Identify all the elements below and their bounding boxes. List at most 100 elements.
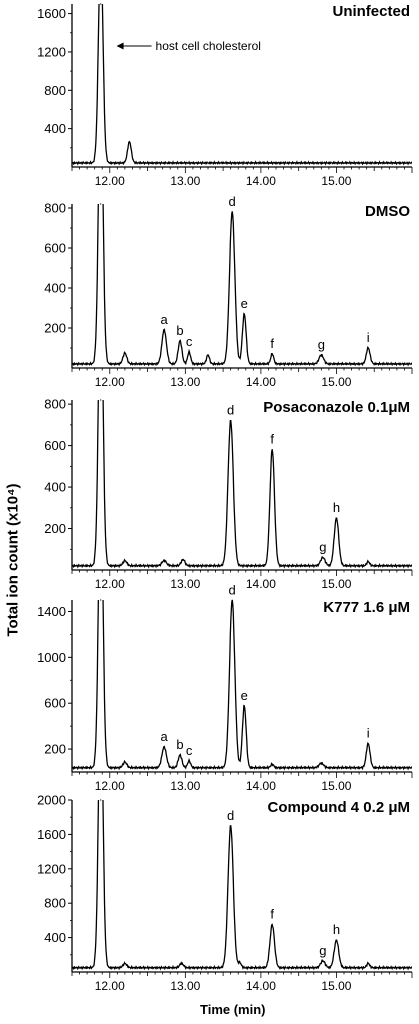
x-tick-label: 14.00 xyxy=(246,375,276,389)
y-tick-label: 800 xyxy=(44,83,66,98)
panel-title: Posaconazole 0.1μM xyxy=(263,399,410,416)
peak-label-d: d xyxy=(229,582,236,597)
x-tick-label: 13.00 xyxy=(170,577,200,591)
peak-label-b: b xyxy=(176,737,183,752)
peak-apex xyxy=(243,313,245,315)
annotation-text: host cell cholesterol xyxy=(156,39,261,53)
peak-apex xyxy=(335,517,338,519)
peak-apex xyxy=(100,799,102,801)
y-tick-label: 400 xyxy=(44,281,66,296)
panel-title: K777 1.6 μM xyxy=(323,599,410,616)
peak-apex xyxy=(367,743,369,745)
peak-apex xyxy=(320,354,322,356)
y-tick-label: 800 xyxy=(44,201,66,216)
panel-title: Uninfected xyxy=(332,3,410,20)
peak-apex xyxy=(320,762,322,764)
peak-apex xyxy=(271,353,273,355)
chromatogram-trace xyxy=(72,4,412,166)
peak-apex xyxy=(243,705,245,707)
x-tick-label: 13.00 xyxy=(170,779,200,793)
y-tick-label: 2000 xyxy=(37,793,66,808)
peak-apex xyxy=(367,561,369,563)
peak-label-f: f xyxy=(270,432,274,447)
x-tick-label: 12.00 xyxy=(95,174,125,188)
peak-apex xyxy=(124,352,126,354)
y-tick-label: 200 xyxy=(44,742,66,757)
x-tick-label: 12.00 xyxy=(95,375,125,389)
peak-label-h: h xyxy=(333,500,340,515)
x-tick-label: 15.00 xyxy=(321,577,351,591)
x-tick-label: 15.00 xyxy=(321,174,351,188)
peak-apex xyxy=(271,924,273,926)
peak-label-b: b xyxy=(176,323,183,338)
chromatogram-trace xyxy=(72,204,412,367)
peak-apex xyxy=(100,399,102,401)
y-tick-label: 600 xyxy=(44,241,66,256)
y-tick-label: 400 xyxy=(44,121,66,136)
y-tick-label: 800 xyxy=(44,397,66,412)
annotation-arrow-head xyxy=(116,42,124,50)
x-tick-label: 13.00 xyxy=(170,174,200,188)
y-tick-label: 800 xyxy=(44,896,66,911)
peak-label-i: i xyxy=(367,726,370,741)
x-tick-label: 12.00 xyxy=(95,577,125,591)
peak-apex xyxy=(230,825,232,827)
y-tick-label: 600 xyxy=(44,696,66,711)
peak-apex xyxy=(124,559,126,562)
peak-label-a: a xyxy=(161,729,169,744)
peak-apex xyxy=(322,556,324,559)
peak-apex xyxy=(128,141,131,143)
peak-apex xyxy=(179,754,181,756)
peak-apex xyxy=(124,962,126,965)
panel-title: DMSO xyxy=(365,203,410,220)
peak-apex xyxy=(163,329,165,331)
peak-label-a: a xyxy=(161,312,169,327)
peak-label-g: g xyxy=(319,943,326,958)
peak-label-f: f xyxy=(270,336,274,351)
panel-5: 12.00 13.00 14.00 15.00 400 800 1200 1600 2000 d f… xyxy=(37,793,413,993)
peak-apex xyxy=(207,354,209,356)
y-tick-label: 200 xyxy=(44,321,66,336)
y-tick-label: 1200 xyxy=(37,861,66,876)
x-tick-label: 14.00 xyxy=(246,779,276,793)
peak-label-g: g xyxy=(319,539,326,554)
panel-3: 12.00 13.00 14.00 15.00 200 400 600 800 d f g h Posa… xyxy=(44,397,413,591)
peak-apex xyxy=(100,599,102,601)
peak-apex xyxy=(230,420,232,422)
peak-label-e: e xyxy=(241,688,248,703)
peak-apex xyxy=(271,763,273,765)
peak-label-i: i xyxy=(367,330,370,345)
x-tick-label: 14.00 xyxy=(246,979,276,993)
peak-apex xyxy=(179,340,181,342)
peak-apex xyxy=(271,449,273,451)
x-tick-label: 14.00 xyxy=(246,174,276,188)
y-tick-label: 1000 xyxy=(37,650,66,665)
peak-apex xyxy=(322,960,324,962)
peak-apex xyxy=(231,599,233,601)
peak-apex xyxy=(163,746,165,748)
peak-label-d: d xyxy=(227,403,234,418)
y-axis-label: Total ion count (x10⁴) xyxy=(4,483,22,637)
y-tick-label: 1600 xyxy=(37,827,66,842)
y-tick-label: 1600 xyxy=(37,6,66,21)
x-tick-label: 15.00 xyxy=(321,375,351,389)
y-tick-label: 1200 xyxy=(37,44,66,59)
peak-apex xyxy=(100,3,102,5)
peak-label-f: f xyxy=(270,907,274,922)
x-tick-label: 12.00 xyxy=(95,779,125,793)
panel-2: 12.00 13.00 14.00 15.00 200 400 600 800 abc d e f g i… xyxy=(44,194,413,389)
peak-apex xyxy=(100,203,102,205)
peak-apex xyxy=(231,211,233,213)
panel-title: Compound 4 0.2 μM xyxy=(267,799,410,816)
x-tick-label: 14.00 xyxy=(246,577,276,591)
peak-apex xyxy=(163,559,165,562)
peak-apex xyxy=(188,760,190,762)
panel-1: 12.00 13.00 14.00 15.00 400 800 1200 1600 Uninfe… xyxy=(37,3,413,188)
y-tick-label: 400 xyxy=(44,930,66,945)
peak-apex xyxy=(182,558,184,561)
chromatogram-trace xyxy=(72,800,412,971)
peak-apex xyxy=(335,939,338,941)
peak-label-e: e xyxy=(241,296,248,311)
peak-label-c: c xyxy=(186,334,193,349)
